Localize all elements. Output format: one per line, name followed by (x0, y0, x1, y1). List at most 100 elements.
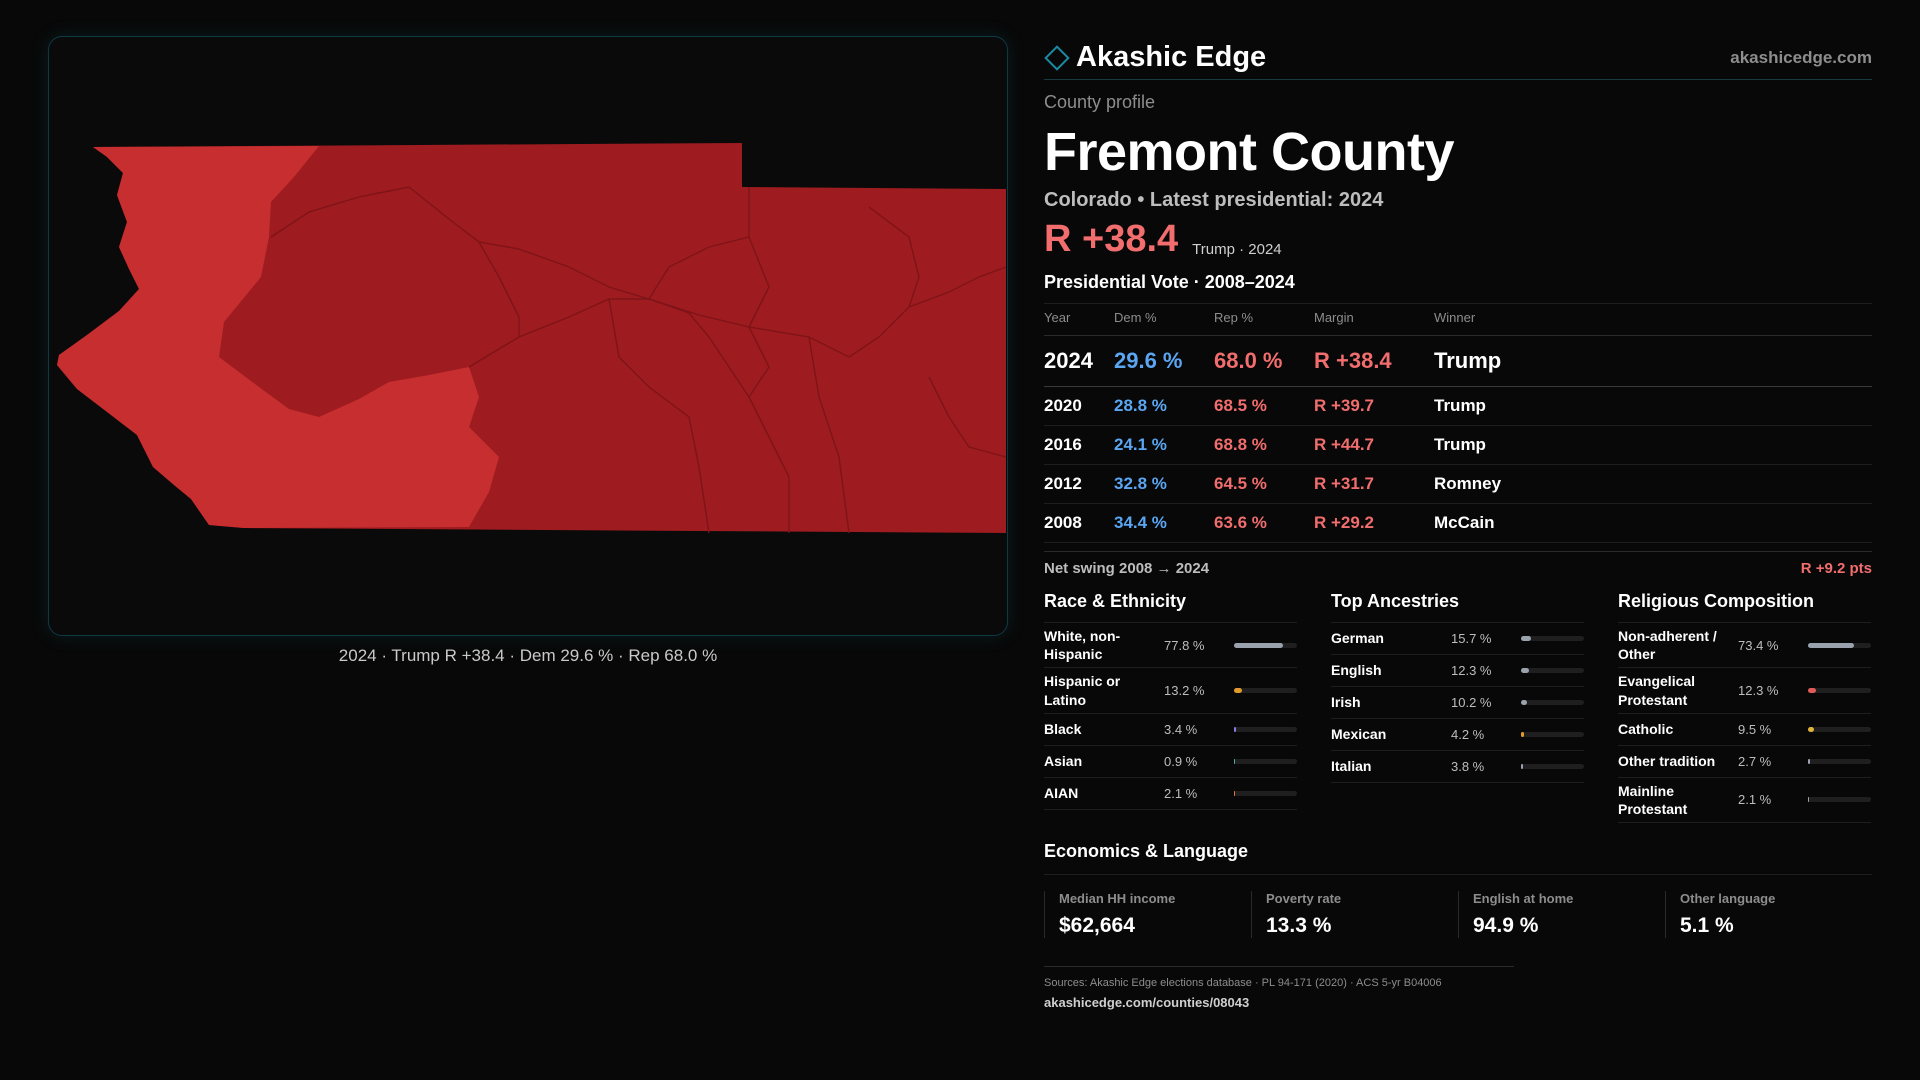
cell-dem: 32.8 % (1114, 464, 1214, 504)
cell-margin: R +38.4 (1314, 335, 1434, 387)
stat-label: Other language (1680, 891, 1776, 907)
demo-bar-fill (1521, 700, 1528, 705)
demo-bar-fill (1808, 726, 1814, 732)
race-ethnicity-panel: Race & Ethnicity White, non-Hispanic 77.8… (1044, 591, 1297, 823)
profile-panel: Akashic Edge akashicedge.com County prof… (1044, 36, 1872, 1010)
headline-margin-note: Trump · 2024 (1192, 241, 1282, 258)
demo-label: Irish (1331, 694, 1361, 711)
vote-section-title: Presidential Vote · 2008–2024 (1044, 272, 1295, 292)
stat-value: 5.1 % (1680, 914, 1734, 938)
demo-value: 2.1 % (1164, 785, 1198, 801)
demographics: Race & Ethnicity White, non-Hispanic 77.8… (1044, 591, 1872, 824)
col-winner: Winner (1434, 303, 1872, 336)
cell-margin: R +31.7 (1314, 464, 1434, 504)
demo-value: 13.2 % (1164, 683, 1205, 699)
stat-label: English at home (1473, 891, 1574, 907)
cell-winner: Trump (1434, 386, 1872, 426)
demo-bar-fill (1234, 790, 1236, 796)
table-row: 2024 29.6 % 68.0 % R +38.4 Trump (1044, 335, 1872, 387)
ancestries-panel: Top Ancestries German 15.7 % English 12.3 %… (1331, 591, 1584, 823)
demo-bar-fill (1521, 732, 1524, 737)
demo-label: German (1331, 630, 1384, 647)
sources-url-link[interactable]: akashicedge.com/counties/08043 (1044, 995, 1250, 1011)
demo-row: Irish 10.2 % (1331, 687, 1584, 719)
demo-label: Evangelical Protestant (1618, 673, 1696, 708)
stat-english-at-home: English at home 94.9 % (1458, 891, 1665, 939)
demo-bar-fill (1234, 758, 1235, 764)
economics-stats: Median HH income $62,664 Poverty rate 13… (1044, 891, 1872, 939)
headline-margin-value: R +38.4 (1044, 218, 1179, 260)
sources: Sources: Akashic Edge elections database… (1044, 966, 1514, 1010)
demo-label: Mexican (1331, 726, 1387, 743)
demo-row: English 12.3 % (1331, 655, 1584, 687)
cell-winner: Trump (1434, 335, 1872, 387)
demo-value: 10.2 % (1451, 695, 1492, 710)
demo-bar-fill (1521, 636, 1531, 641)
demo-bar-track (1234, 726, 1297, 732)
ancestries-title: Top Ancestries (1331, 591, 1584, 623)
demo-value: 15.7 % (1451, 631, 1492, 646)
demo-label: English (1331, 662, 1382, 679)
brand-name: Akashic Edge (1076, 41, 1267, 73)
demo-bar-track (1521, 732, 1584, 737)
stat-other-language: Other language 5.1 % (1665, 891, 1872, 939)
demo-label: AIAN (1044, 785, 1079, 802)
demo-label: Mainline Protestant (1618, 782, 1688, 817)
demo-bar-fill (1808, 688, 1816, 694)
demo-row: Other tradition 2.7 % (1618, 746, 1871, 778)
cell-year: 2024 (1044, 335, 1114, 387)
table-row: 2008 34.4 % 63.6 % R +29.2 McCain (1044, 503, 1872, 543)
stat-median-income: Median HH income $62,664 (1044, 891, 1251, 939)
col-dem: Dem % (1114, 303, 1214, 336)
stat-value: 94.9 % (1473, 914, 1539, 938)
stat-label: Median HH income (1059, 891, 1176, 907)
net-swing: Net swing 2008 → 2024 R +9.2 pts (1044, 551, 1872, 577)
demo-value: 3.4 % (1164, 721, 1198, 737)
cell-year: 2012 (1044, 464, 1114, 504)
religion-panel: Religious Composition Non-adherent / Oth… (1618, 591, 1871, 824)
page-title: Fremont County (1044, 122, 1454, 182)
demo-label: Catholic (1618, 721, 1674, 738)
stat-poverty-rate: Poverty rate 13.3 % (1251, 891, 1458, 939)
net-swing-label: Net swing 2008 → 2024 (1044, 560, 1210, 577)
demo-bar-fill (1234, 726, 1237, 732)
county-map-panel (48, 36, 1008, 636)
page-kicker: County profile (1044, 92, 1156, 112)
county-map (57, 143, 1007, 534)
demo-value: 2.7 % (1738, 753, 1772, 769)
demo-bar-track (1234, 688, 1297, 694)
vote-table-header: Year Dem % Rep % Margin Winner (1044, 303, 1872, 336)
demo-label: Non-adherent / Other (1618, 628, 1717, 663)
page-subtitle: Colorado • Latest presidential: 2024 (1044, 189, 1384, 211)
col-rep: Rep % (1214, 303, 1314, 336)
demo-value: 12.3 % (1451, 663, 1492, 678)
demo-bar-fill (1808, 642, 1855, 648)
demo-bar-track (1521, 636, 1584, 641)
demo-label: Hispanic or Latino (1044, 673, 1121, 708)
demo-row: Italian 3.8 % (1331, 751, 1584, 783)
demo-value: 9.5 % (1738, 721, 1772, 737)
demo-bar-track (1808, 642, 1871, 648)
brand-url-link[interactable]: akashicedge.com (1730, 47, 1872, 67)
demo-value: 12.3 % (1738, 683, 1779, 699)
cell-year: 2008 (1044, 503, 1114, 543)
cell-dem: 24.1 % (1114, 425, 1214, 465)
demo-row: AIAN 2.1 % (1044, 778, 1297, 810)
demo-label: White, non-Hispanic (1044, 628, 1121, 663)
demo-bar-fill (1234, 688, 1243, 694)
demo-row: Catholic 9.5 % (1618, 714, 1871, 746)
demo-value: 77.8 % (1164, 637, 1205, 653)
demo-bar-fill (1234, 642, 1283, 648)
headline-margin: R +38.4 Trump · 2024 (1044, 220, 1872, 258)
cell-rep: 68.8 % (1214, 425, 1314, 465)
stat-label: Poverty rate (1266, 891, 1342, 907)
stat-value: 13.3 % (1266, 914, 1332, 938)
demo-bar-track (1808, 797, 1871, 803)
demo-bar-track (1521, 700, 1584, 705)
brand[interactable]: Akashic Edge (1044, 41, 1266, 74)
economics-title: Economics & Language (1044, 841, 1872, 876)
cell-rep: 68.0 % (1214, 335, 1314, 387)
net-swing-value: R +9.2 pts (1800, 560, 1872, 577)
vote-table: Year Dem % Rep % Margin Winner 2024 29.6… (1044, 303, 1872, 543)
county-west-region (57, 146, 499, 528)
